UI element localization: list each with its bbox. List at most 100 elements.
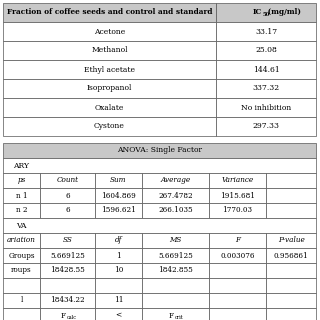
Text: n 2: n 2 xyxy=(16,206,27,214)
Bar xyxy=(266,263,316,278)
Bar xyxy=(3,117,216,136)
Text: 144.61: 144.61 xyxy=(252,66,279,74)
Bar xyxy=(95,278,142,293)
Bar xyxy=(142,233,209,248)
Bar xyxy=(3,79,216,98)
Bar xyxy=(3,60,216,79)
Text: Isopropanol: Isopropanol xyxy=(87,84,132,92)
Text: 10: 10 xyxy=(114,267,123,275)
Text: 33.17: 33.17 xyxy=(255,28,277,36)
Bar xyxy=(40,173,95,188)
Bar xyxy=(209,263,266,278)
Bar xyxy=(216,60,316,79)
Bar xyxy=(142,173,209,188)
Bar xyxy=(142,203,209,218)
Text: 1: 1 xyxy=(116,252,121,260)
Bar xyxy=(266,233,316,248)
Bar xyxy=(209,188,266,203)
Text: 18434.22: 18434.22 xyxy=(50,297,85,305)
Bar xyxy=(40,188,95,203)
Bar xyxy=(142,293,209,308)
Bar xyxy=(95,173,142,188)
Text: Ethyl acetate: Ethyl acetate xyxy=(84,66,135,74)
Text: F: F xyxy=(235,236,240,244)
Text: 25.08: 25.08 xyxy=(255,46,277,54)
Bar xyxy=(216,117,316,136)
Text: 0.003076: 0.003076 xyxy=(220,252,255,260)
Bar xyxy=(266,248,316,263)
Text: 18428.55: 18428.55 xyxy=(50,267,85,275)
Bar xyxy=(95,233,142,248)
Bar xyxy=(95,248,142,263)
Text: calc: calc xyxy=(67,315,76,320)
Bar xyxy=(3,41,216,60)
Text: VA: VA xyxy=(16,221,27,229)
Bar xyxy=(3,173,40,188)
Bar xyxy=(95,263,142,278)
Text: Cystone: Cystone xyxy=(94,123,125,131)
Text: F: F xyxy=(60,311,66,319)
Text: ANOVA: Single Factor: ANOVA: Single Factor xyxy=(117,147,202,155)
Bar xyxy=(266,308,316,320)
Bar xyxy=(40,293,95,308)
Text: 267.4782: 267.4782 xyxy=(158,191,193,199)
Text: df: df xyxy=(115,236,122,244)
Bar xyxy=(3,278,40,293)
Text: 5.669125: 5.669125 xyxy=(158,252,193,260)
Bar xyxy=(142,308,209,320)
Text: crit: crit xyxy=(174,315,183,320)
Bar xyxy=(3,248,40,263)
Text: 11: 11 xyxy=(114,297,123,305)
Bar xyxy=(3,263,40,278)
Text: 6: 6 xyxy=(65,206,70,214)
Bar xyxy=(3,203,40,218)
Text: F: F xyxy=(169,311,173,319)
Bar xyxy=(216,79,316,98)
Text: n 1: n 1 xyxy=(16,191,27,199)
Text: 1770.03: 1770.03 xyxy=(222,206,252,214)
Bar xyxy=(3,98,216,117)
Text: Methanol: Methanol xyxy=(91,46,128,54)
Text: 1604.869: 1604.869 xyxy=(101,191,136,199)
Bar xyxy=(266,293,316,308)
Bar xyxy=(40,248,95,263)
Bar xyxy=(3,158,316,173)
Bar xyxy=(209,203,266,218)
Bar xyxy=(209,233,266,248)
Text: 0.956861: 0.956861 xyxy=(274,252,308,260)
Text: 297.33: 297.33 xyxy=(252,123,279,131)
Text: Count: Count xyxy=(57,177,78,185)
Text: roups: roups xyxy=(11,267,32,275)
Text: 1842.855: 1842.855 xyxy=(158,267,193,275)
Bar xyxy=(266,203,316,218)
Text: l: l xyxy=(20,297,23,305)
Text: 266.1035: 266.1035 xyxy=(158,206,193,214)
Bar xyxy=(95,293,142,308)
Text: 337.32: 337.32 xyxy=(252,84,280,92)
Text: ariation: ariation xyxy=(7,236,36,244)
Text: Average: Average xyxy=(160,177,191,185)
Bar xyxy=(40,278,95,293)
Bar xyxy=(216,3,316,22)
Text: 5.669125: 5.669125 xyxy=(50,252,85,260)
Text: Variance: Variance xyxy=(221,177,253,185)
Bar xyxy=(3,143,316,158)
Bar xyxy=(216,98,316,117)
Text: Acetone: Acetone xyxy=(94,28,125,36)
Text: ARY: ARY xyxy=(13,162,29,170)
Bar xyxy=(3,218,316,233)
Bar xyxy=(3,188,40,203)
Text: 6: 6 xyxy=(65,191,70,199)
Bar xyxy=(3,293,40,308)
Bar xyxy=(142,188,209,203)
Text: (mg/ml): (mg/ml) xyxy=(265,9,301,17)
Bar xyxy=(266,173,316,188)
Text: 1915.681: 1915.681 xyxy=(220,191,255,199)
Bar xyxy=(95,308,142,320)
Bar xyxy=(40,308,95,320)
Text: Oxalate: Oxalate xyxy=(95,103,124,111)
Text: P-value: P-value xyxy=(278,236,304,244)
Bar xyxy=(3,22,216,41)
Text: MS: MS xyxy=(169,236,182,244)
Bar xyxy=(216,41,316,60)
